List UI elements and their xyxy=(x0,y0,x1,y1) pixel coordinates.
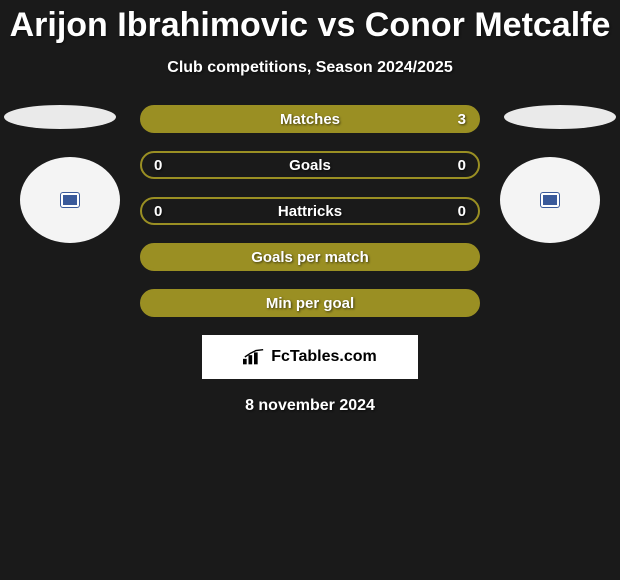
stat-left-value: 0 xyxy=(154,203,162,220)
subtitle: Club competitions, Season 2024/2025 xyxy=(0,59,620,77)
date-label: 8 november 2024 xyxy=(0,397,620,415)
player-right-avatar xyxy=(500,157,600,243)
page-title: Arijon Ibrahimovic vs Conor Metcalfe xyxy=(0,0,620,45)
brand-text: FcTables.com xyxy=(271,348,377,366)
stat-right-value: 3 xyxy=(458,111,466,128)
player-left-shadow xyxy=(4,105,116,129)
stat-right-value: 0 xyxy=(458,203,466,220)
stat-row: Goals per match xyxy=(140,243,480,271)
stat-label: Hattricks xyxy=(278,203,342,220)
stat-left-value: 0 xyxy=(154,157,162,174)
stat-label: Min per goal xyxy=(266,295,354,312)
flag-icon xyxy=(61,193,79,207)
stat-label: Matches xyxy=(280,111,340,128)
stat-right-value: 0 xyxy=(458,157,466,174)
stat-label: Goals xyxy=(289,157,331,174)
player-left-avatar xyxy=(20,157,120,243)
chart-icon xyxy=(243,349,265,365)
flag-icon xyxy=(541,193,559,207)
comparison-area: Matches 3 0 Goals 0 0 Hattricks 0 Goals per matc… xyxy=(0,105,620,317)
stat-row: Min per goal xyxy=(140,289,480,317)
player-right-shadow xyxy=(504,105,616,129)
stat-row: Matches 3 xyxy=(140,105,480,133)
brand-badge: FcTables.com xyxy=(202,335,418,379)
stat-label: Goals per match xyxy=(251,249,369,266)
stat-row: 0 Hattricks 0 xyxy=(140,197,480,225)
stat-row: 0 Goals 0 xyxy=(140,151,480,179)
